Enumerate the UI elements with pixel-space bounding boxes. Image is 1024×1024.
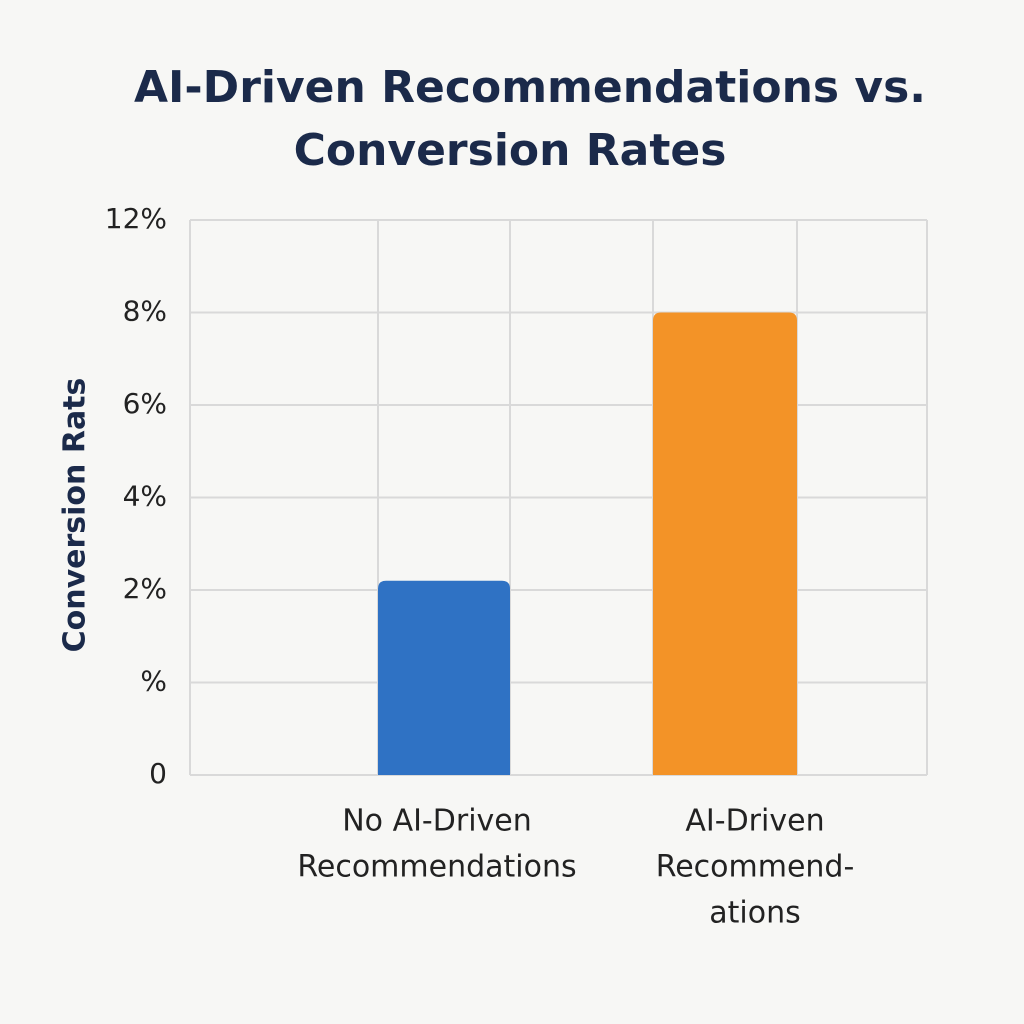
y-tick-label: 0 [149,757,167,790]
chart-title: Conversion Rates [294,125,727,176]
x-tick-label: Recommend- [656,850,855,885]
y-tick-label: % [140,665,167,698]
y-tick-label: 8% [123,295,167,328]
x-tick-label: ations [709,896,800,931]
x-tick-label: No AI-Driven [342,804,532,839]
bar [378,580,510,775]
y-tick-label: 2% [123,572,167,605]
y-axis-label: Conversion Rats [58,378,93,653]
y-tick-label: 6% [123,387,167,420]
x-tick-label: Recommendations [297,850,576,885]
y-tick-label: 4% [123,480,167,513]
x-tick-label: AI-Driven [685,804,824,839]
chart-title: AI-Driven Recommendations vs. [134,62,926,113]
y-tick-label: 12% [105,202,167,235]
bar [653,312,797,775]
